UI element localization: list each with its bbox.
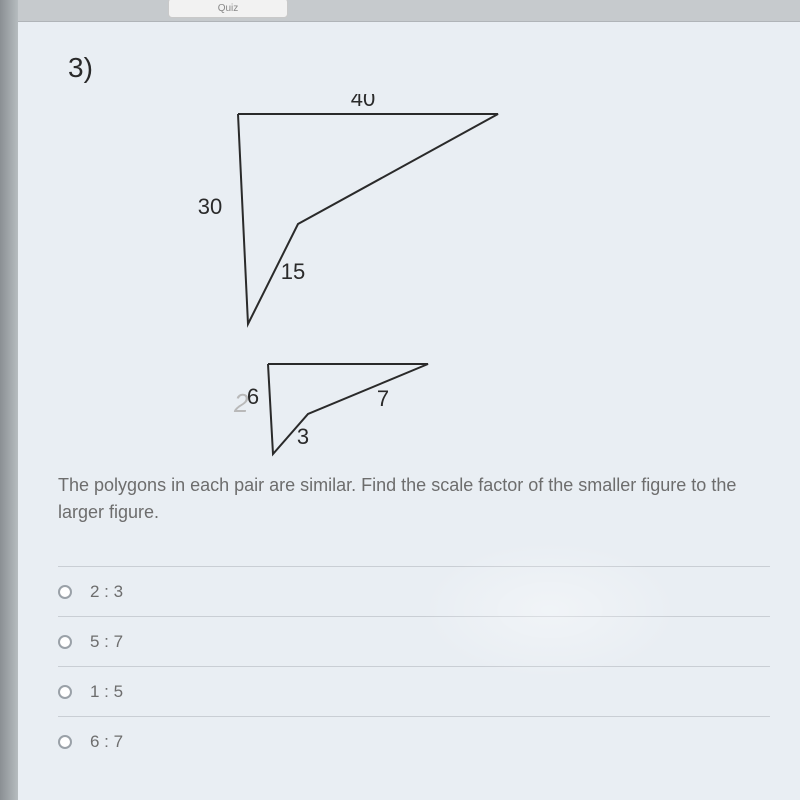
- radio-icon[interactable]: [58, 735, 72, 749]
- question-number: 3): [68, 52, 770, 84]
- option-2[interactable]: 1 : 5: [58, 666, 770, 716]
- large-label-left: 30: [198, 194, 222, 219]
- option-label: 5 : 7: [90, 632, 123, 652]
- option-label: 2 : 3: [90, 582, 123, 602]
- small-polygon: [268, 364, 428, 454]
- option-label: 6 : 7: [90, 732, 123, 752]
- question-prompt: The polygons in each pair are similar. F…: [58, 472, 770, 526]
- notebook-edge: [0, 0, 18, 800]
- radio-icon[interactable]: [58, 635, 72, 649]
- option-0[interactable]: 2 : 3: [58, 566, 770, 616]
- radio-icon[interactable]: [58, 685, 72, 699]
- small-label-left: 6: [247, 384, 259, 409]
- radio-icon[interactable]: [58, 585, 72, 599]
- browser-top-bar: Quiz: [18, 0, 800, 22]
- prompt-line-1: The polygons in each pair are similar. F…: [58, 475, 736, 495]
- option-label: 1 : 5: [90, 682, 123, 702]
- tab-hint-text: Quiz: [218, 3, 239, 14]
- small-label-inner: 3: [297, 424, 309, 449]
- tab-fragment: Quiz: [168, 0, 288, 18]
- question-content: 3) 40 30 15 6 7 3 2 The polygons in each…: [18, 22, 800, 800]
- prompt-line-2: larger figure.: [58, 502, 159, 522]
- option-3[interactable]: 6 : 7: [58, 716, 770, 766]
- polygons-svg: 40 30 15 6 7 3 2: [118, 94, 618, 464]
- large-polygon: [238, 114, 498, 324]
- handwritten-annotation: 2: [233, 388, 249, 418]
- large-label-top: 40: [351, 94, 375, 111]
- figures-area: 40 30 15 6 7 3 2: [58, 94, 770, 454]
- option-1[interactable]: 5 : 7: [58, 616, 770, 666]
- answer-options: 2 : 3 5 : 7 1 : 5 6 : 7: [58, 566, 770, 766]
- small-label-right: 7: [377, 386, 389, 411]
- large-label-inner: 15: [281, 259, 305, 284]
